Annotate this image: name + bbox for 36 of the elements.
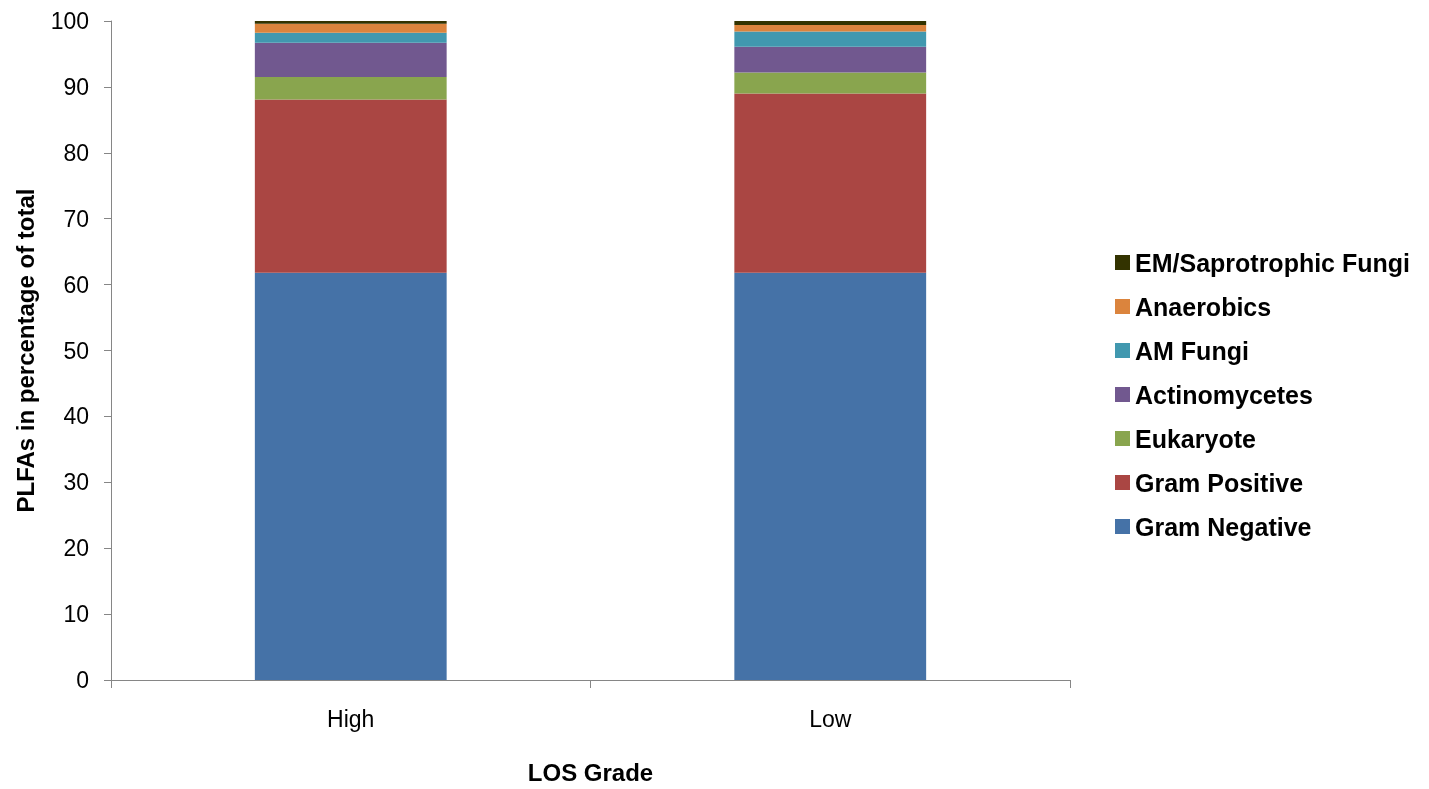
y-tick-label: 60 — [63, 271, 89, 298]
y-tick-label: 90 — [63, 73, 89, 100]
bar — [734, 21, 927, 25]
bar — [254, 32, 447, 43]
legend-label: Anaerobics — [1135, 292, 1272, 321]
bar — [254, 272, 447, 680]
y-tick-label: 10 — [63, 601, 89, 628]
bar — [734, 46, 927, 73]
legend-label: AM Fungi — [1135, 336, 1249, 365]
bar — [254, 42, 447, 78]
y-tick-label: 0 — [76, 667, 89, 693]
bar — [734, 72, 927, 94]
y-axis-title: PLFAs in percentage of total — [11, 188, 39, 513]
legend-label: Eukaryote — [1135, 424, 1256, 453]
bar — [254, 77, 447, 100]
legend-label: EM/Saprotrophic Fungi — [1135, 248, 1411, 277]
bar — [254, 99, 447, 273]
y-tick-label: 80 — [63, 139, 89, 166]
x-tick-label: Low — [809, 705, 852, 732]
bar — [254, 21, 447, 24]
y-tick-label: 40 — [63, 403, 89, 430]
y-tick-label: 30 — [63, 469, 89, 496]
x-axis-title: LOS Grade — [527, 758, 654, 786]
bar — [254, 23, 447, 33]
bar — [734, 31, 927, 47]
bar — [734, 93, 927, 273]
bar — [734, 24, 927, 32]
legend-label: Actinomycetes — [1135, 380, 1313, 409]
legend-label: Gram Negative — [1135, 512, 1312, 541]
y-tick-label: 70 — [63, 205, 89, 232]
y-tick-label: 100 — [50, 8, 89, 34]
y-tick-label: 50 — [63, 337, 89, 364]
bar — [734, 272, 927, 680]
y-tick-label: 20 — [63, 535, 89, 562]
x-tick-label: High — [327, 705, 375, 732]
legend-label: Gram Positive — [1135, 468, 1304, 497]
